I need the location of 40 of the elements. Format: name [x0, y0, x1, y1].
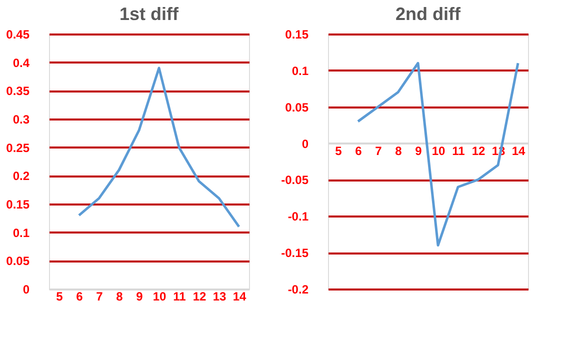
y-tick-label: 0.15: [285, 28, 309, 42]
y-tick-label: 0: [22, 282, 30, 296]
y-tick-label: 0.05: [285, 100, 309, 114]
y-tick-label: -0.15: [281, 246, 309, 260]
x-tick-label: 11: [173, 290, 186, 304]
y-tick-label: 0.3: [12, 112, 30, 126]
x-tick-label: 5: [335, 144, 342, 158]
x-tick-label: 10: [152, 290, 166, 304]
y-tick-label: -0.2: [288, 282, 309, 296]
x-tick-label: 9: [136, 290, 144, 304]
x-tick-label: 6: [355, 144, 362, 158]
y-tick-label: 0.1: [12, 226, 30, 240]
x-tick-label: 7: [375, 144, 382, 158]
x-tick-label: 8: [116, 290, 124, 304]
y-tick-label: 0.35: [6, 84, 30, 98]
y-tick-label: 0.25: [6, 140, 30, 155]
x-tick-label: 13: [212, 290, 226, 304]
y-tick-label: 0.4: [12, 56, 30, 70]
line-series: [78, 66, 240, 228]
x-tick-label: 11: [452, 144, 466, 158]
y-tick-label: 0.2: [12, 169, 30, 184]
x-tick-label: 5: [56, 290, 64, 304]
x-tick-label: 8: [395, 144, 402, 158]
chart-title: 2nd diff: [396, 4, 462, 24]
x-tick-label: 9: [415, 144, 422, 158]
y-tick-label: 0: [302, 136, 309, 151]
x-tick-label: 14: [512, 144, 526, 158]
y-tick-label: 0.15: [6, 198, 30, 212]
x-tick-label: 14: [232, 290, 246, 304]
x-tick-label: 6: [76, 290, 84, 304]
y-tick-label: 0.05: [6, 254, 30, 268]
y-tick-label: -0.05: [281, 173, 309, 188]
y-tick-label: 0.1: [292, 64, 309, 78]
chart-title: 1st diff: [119, 4, 180, 24]
x-tick-label: 10: [432, 144, 446, 158]
y-tick-label: 0.45: [6, 28, 30, 42]
x-tick-label: 7: [96, 290, 104, 304]
x-tick-label: 12: [472, 144, 486, 158]
y-tick-label: -0.1: [288, 210, 309, 224]
x-tick-label: 12: [192, 290, 206, 304]
